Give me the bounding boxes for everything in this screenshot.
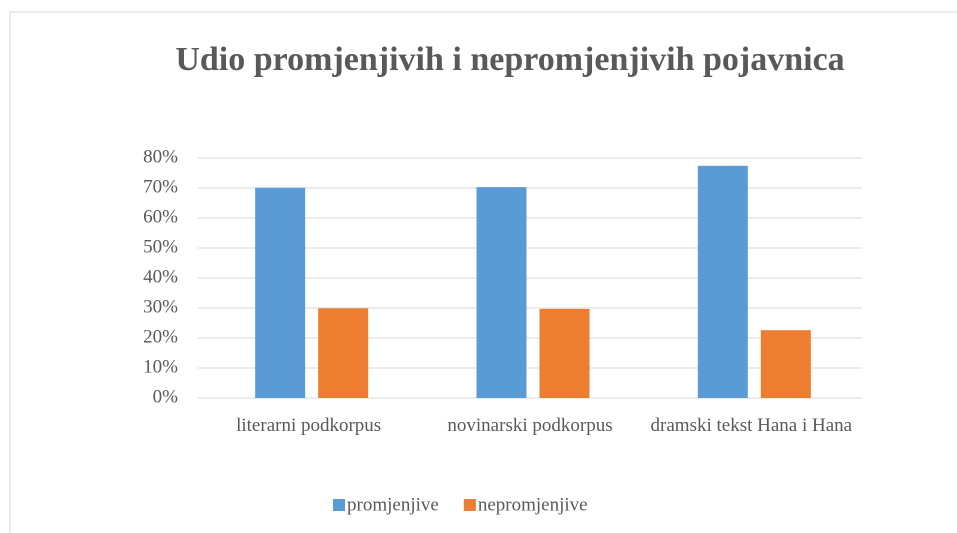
y-tick-label: 0% bbox=[153, 386, 179, 407]
y-tick-label: 10% bbox=[143, 356, 178, 377]
bar bbox=[539, 308, 590, 398]
chart-title: Udio promjenjivih i nepromjenjivih pojav… bbox=[175, 41, 844, 78]
y-tick-label: 70% bbox=[143, 176, 178, 197]
x-tick-label: dramski tekst Hana i Hana bbox=[650, 415, 853, 436]
bar bbox=[255, 187, 306, 398]
bar bbox=[318, 308, 369, 398]
bar bbox=[697, 165, 748, 398]
legend-swatch bbox=[333, 499, 345, 511]
y-tick-label: 30% bbox=[143, 296, 178, 317]
y-tick-label: 60% bbox=[143, 206, 178, 227]
bar bbox=[476, 187, 527, 398]
y-tick-label: 50% bbox=[143, 236, 178, 257]
y-tick-label: 80% bbox=[143, 146, 178, 167]
y-tick-label: 40% bbox=[143, 266, 178, 287]
x-tick-label: novinarski podkorpus bbox=[447, 415, 613, 436]
legend-swatch bbox=[463, 499, 476, 511]
legend-label: promjenjive bbox=[347, 494, 439, 515]
legend-label: nepromjenjive bbox=[478, 494, 588, 515]
bar bbox=[760, 330, 811, 398]
chart-border bbox=[9, 11, 957, 533]
y-tick-label: 20% bbox=[143, 326, 178, 347]
x-tick-label: literarni podkorpus bbox=[236, 415, 382, 436]
